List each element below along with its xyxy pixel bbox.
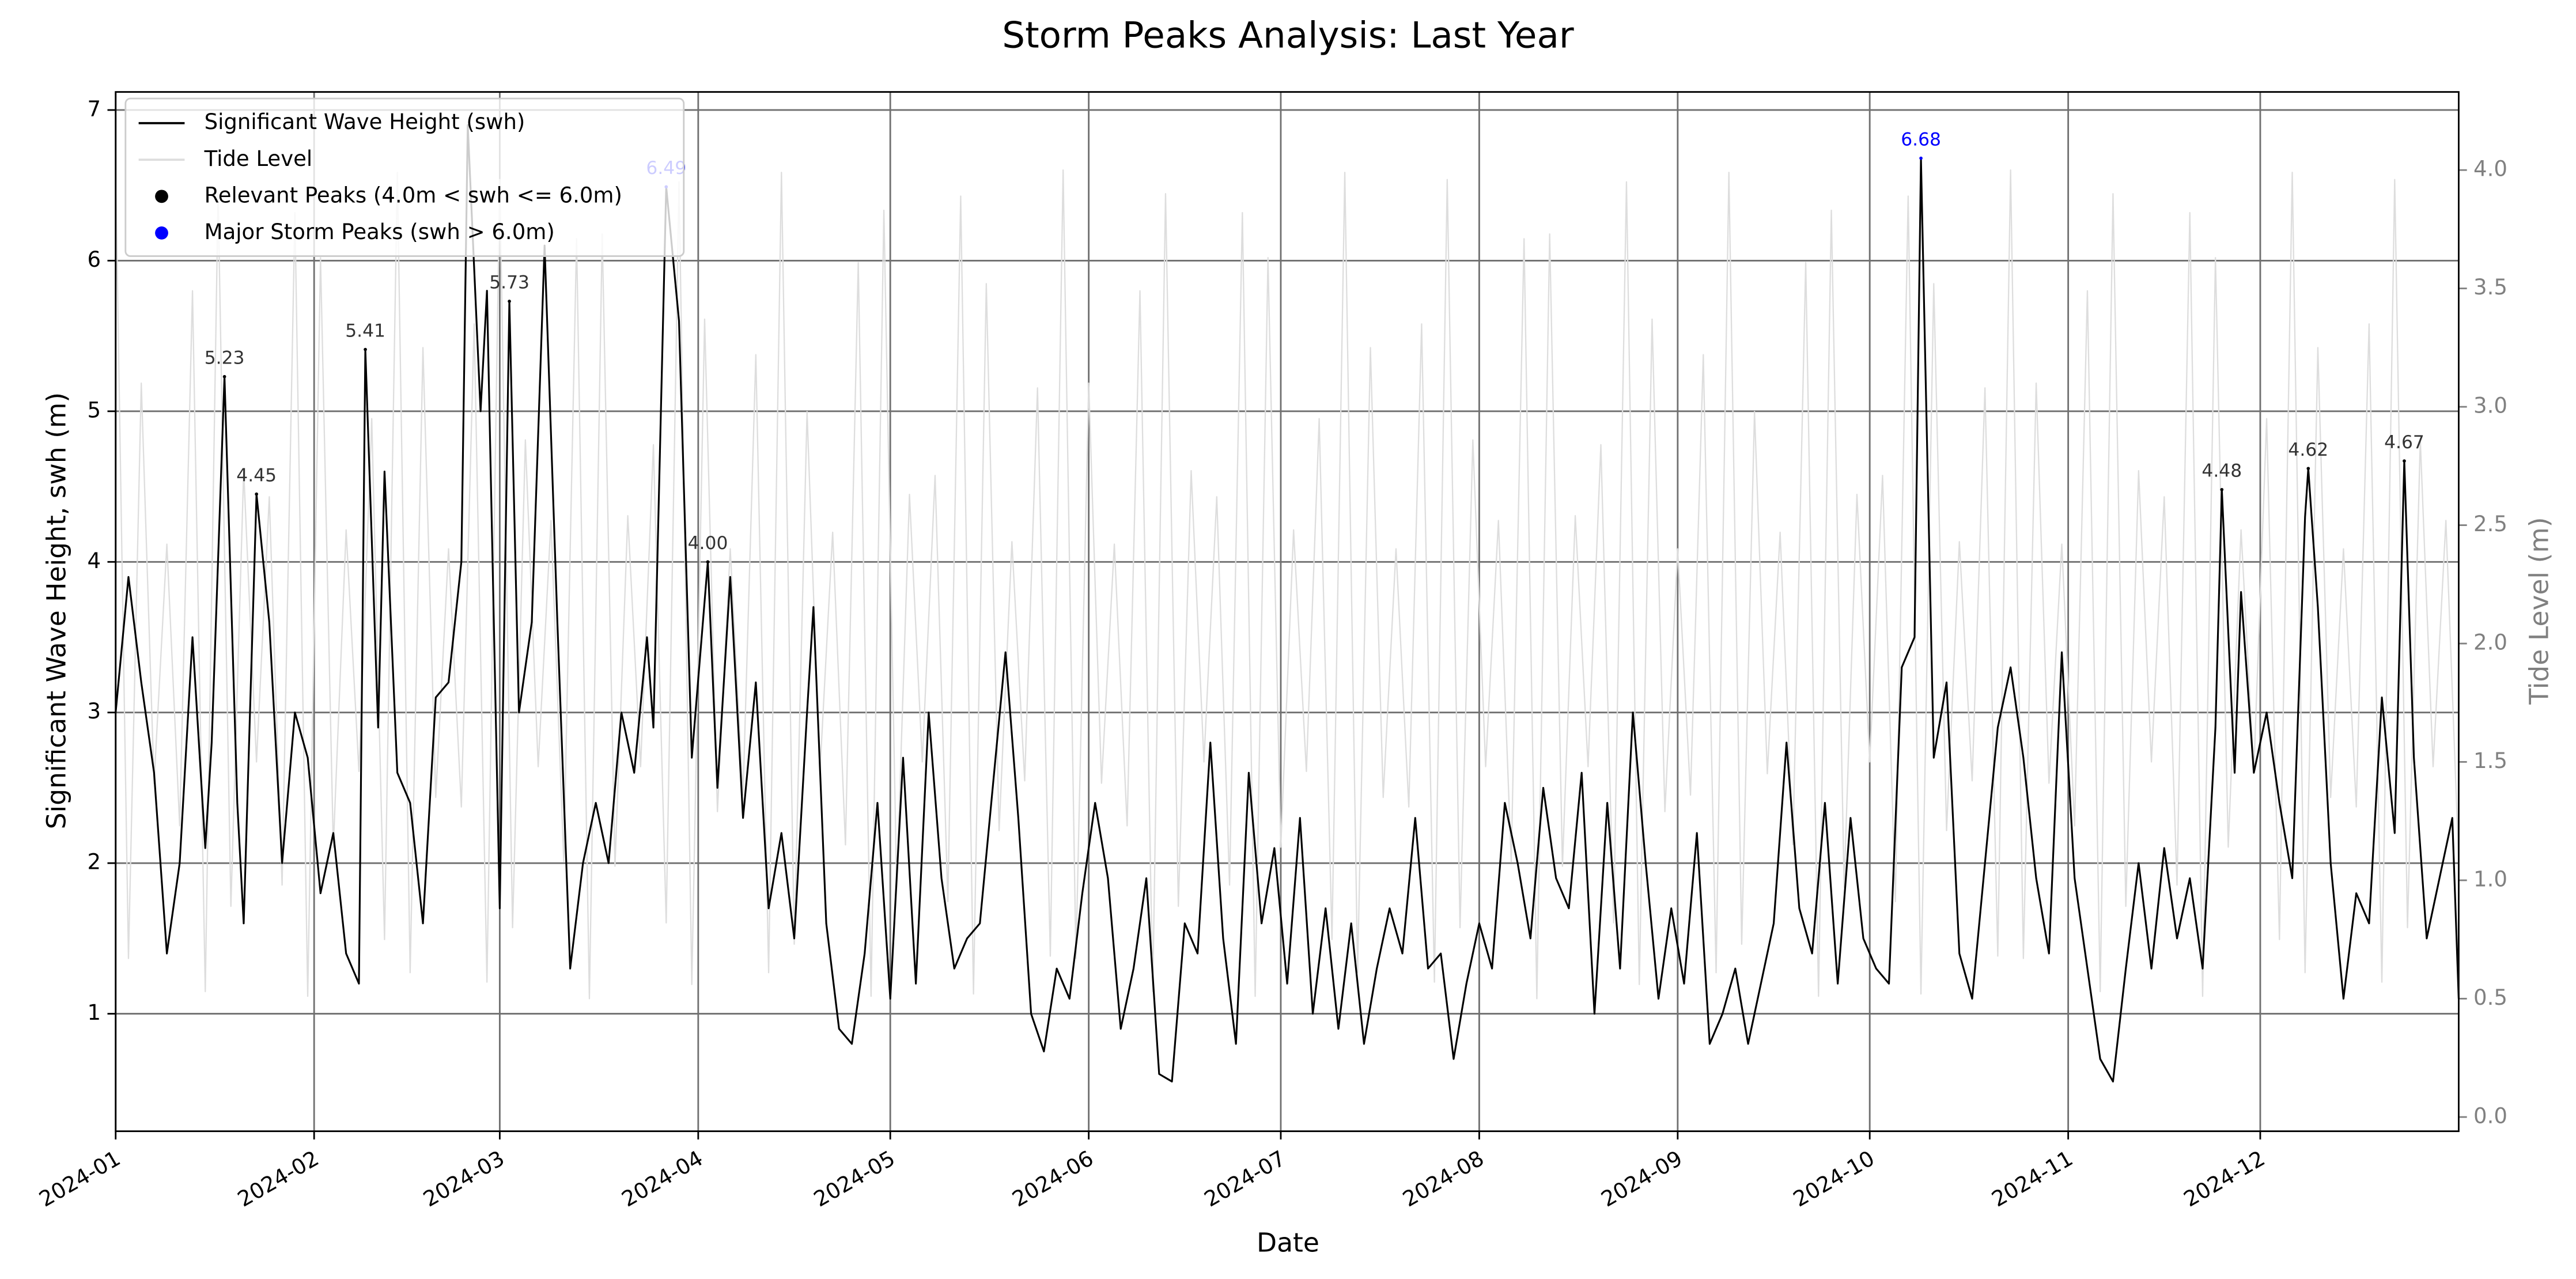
y2-tick-label: 4.0 [2473, 157, 2507, 181]
y2-tick-label: 1.5 [2473, 748, 2507, 773]
peak-label: 4.67 [2384, 432, 2424, 453]
y2-axis-label: Tide Level (m) [2524, 517, 2554, 705]
peak-point [508, 300, 511, 303]
legend-label: Tide Level [204, 146, 313, 171]
peak-label: 4.45 [236, 465, 277, 486]
y-tick-label: 2 [88, 850, 101, 875]
legend-swatch [155, 190, 168, 203]
y-tick-label: 3 [88, 699, 101, 724]
y2-tick-label: 3.5 [2473, 275, 2507, 300]
peak-label: 6.68 [1901, 129, 1941, 150]
legend-box [124, 97, 685, 257]
y2-tick-label: 0.0 [2473, 1103, 2507, 1128]
y2-tick-label: 3.0 [2473, 393, 2507, 418]
legend: Significant Wave Height (swh) Tide Level R… [124, 97, 685, 257]
y-tick-label: 7 [88, 96, 101, 121]
peak-point [364, 347, 367, 351]
y-tick-label: 4 [88, 548, 101, 573]
data-line [115, 124, 2460, 1083]
peak-point [2403, 459, 2406, 463]
peak-point [255, 492, 259, 496]
y-tick-label: 5 [88, 398, 101, 422]
y2-tick-label: 2.0 [2473, 630, 2507, 655]
peak-label: 4.00 [688, 533, 728, 554]
x-axis-label: Date [1257, 1228, 1319, 1258]
y-tick-label: 6 [88, 247, 101, 272]
peak-point [222, 374, 226, 379]
y2-tick-label: 2.5 [2473, 512, 2507, 536]
peak-label: 5.23 [205, 347, 245, 368]
plot-frame [115, 91, 2460, 1132]
peak-label: 5.73 [489, 273, 529, 293]
legend-label: Significant Wave Height (swh) [205, 109, 525, 134]
y2-tick-label: 1.0 [2473, 866, 2507, 891]
peak-point [2220, 487, 2224, 491]
legend-label: Major Storm Peaks (swh > 6.0m) [205, 220, 555, 244]
peak-label: 5.41 [345, 320, 385, 341]
peak-point [2306, 467, 2310, 471]
y-tick-label: 1 [88, 1000, 101, 1025]
legend-label: Relevant Peaks (4.0m < swh <= 6.0m) [205, 183, 622, 207]
legend-swatch [155, 226, 168, 240]
y-axis-label: Significant Wave Height, swh (m) [41, 392, 71, 830]
peak-point [706, 560, 710, 564]
peak-label: 4.62 [2288, 440, 2328, 460]
peak-point [1919, 156, 1923, 160]
peak-label: 4.48 [2201, 460, 2242, 481]
chart-title: Storm Peaks Analysis: Last Year [1002, 14, 1574, 56]
y2-tick-label: 0.5 [2473, 985, 2507, 1010]
